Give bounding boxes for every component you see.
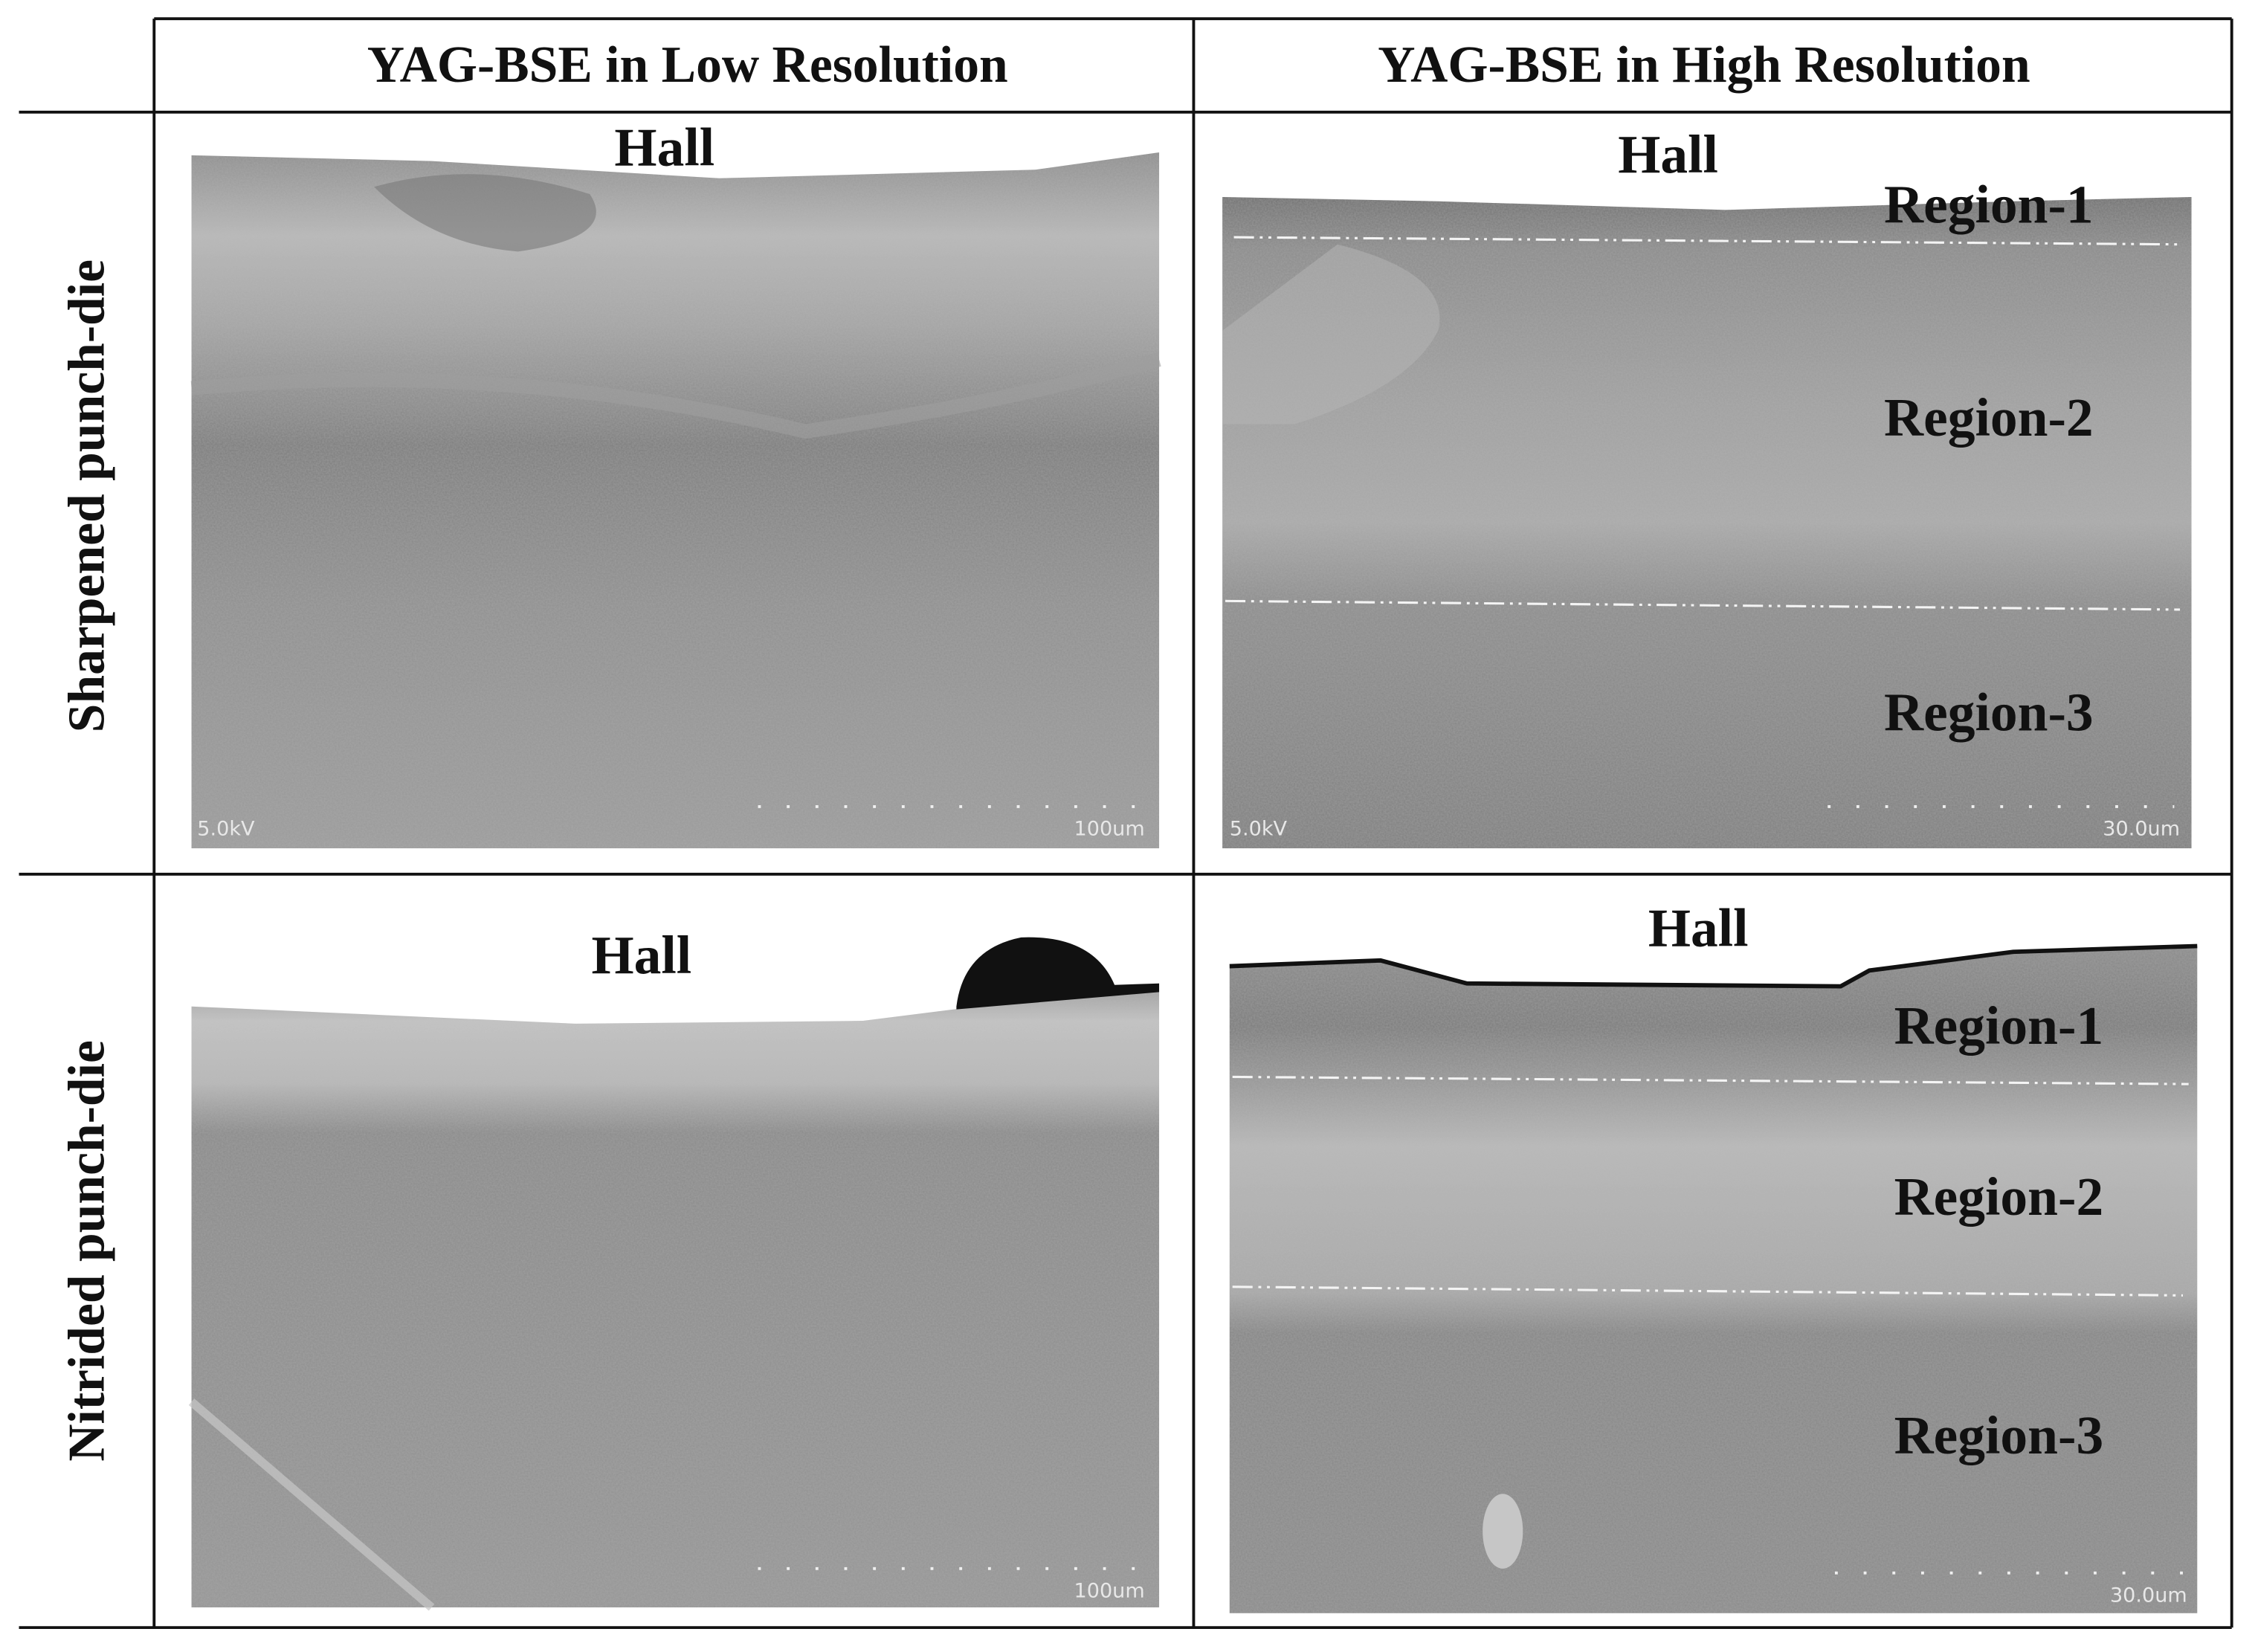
row-label: Nitrided punch-die	[59, 1040, 116, 1462]
scale-length: 100um	[1074, 818, 1145, 841]
column-header: YAG-BSE in Low Resolution	[367, 36, 1008, 94]
annotation: Hall	[1648, 897, 1749, 958]
scale-length: 30.0um	[2110, 1584, 2187, 1607]
scale-length: 30.0um	[2103, 818, 2180, 841]
scale-voltage: 5.0kV	[1230, 818, 1288, 841]
annotation: Region-2	[1884, 387, 2094, 448]
table-rules	[19, 17, 2233, 1630]
annotation: Region-2	[1894, 1167, 2104, 1227]
sem-image	[190, 152, 1161, 848]
annotation: Hall	[591, 925, 691, 985]
sem-image	[1222, 196, 2192, 848]
annotation: Region-1	[1884, 175, 2094, 235]
annotation: Region-3	[1894, 1405, 2104, 1465]
sem-image	[188, 937, 1160, 1611]
column-header: YAG-BSE in High Resolution	[1378, 36, 2030, 94]
scale-voltage: 5.0kV	[197, 818, 255, 841]
annotation: Hall	[1618, 124, 1718, 184]
sem-image	[1229, 943, 2198, 1613]
row-label: Sharpened punch-die	[59, 259, 116, 732]
annotation: Region-3	[1884, 682, 2094, 742]
annotation: Hall	[614, 117, 714, 177]
annotation: Region-1	[1894, 996, 2104, 1056]
scale-length: 100um	[1074, 1580, 1145, 1603]
